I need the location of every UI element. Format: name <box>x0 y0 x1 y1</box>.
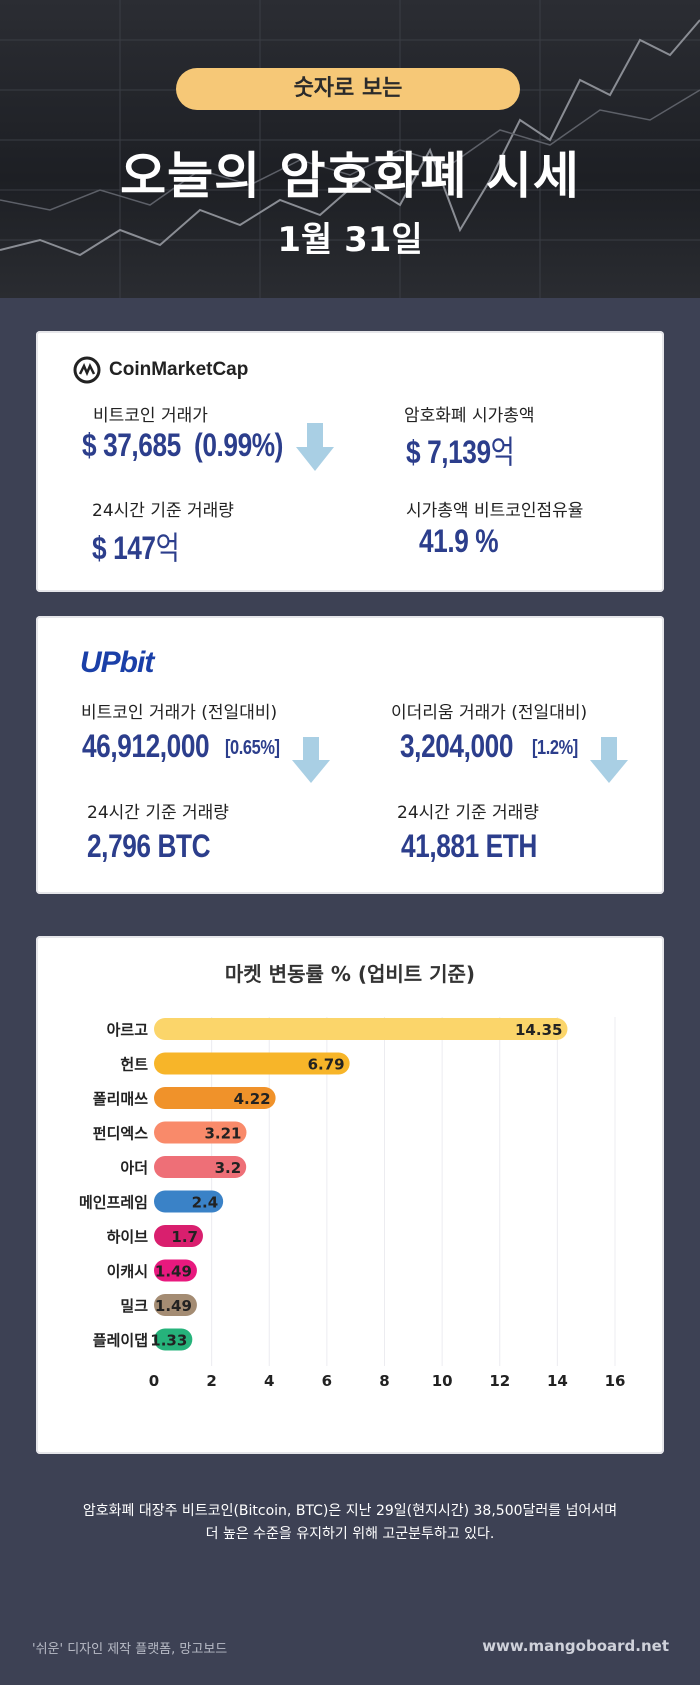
category-label: 메인프레임 <box>79 1194 148 1212</box>
hero-date: 1월 31일 <box>277 220 423 260</box>
upbit-logo: UPbit <box>80 646 154 679</box>
coinmarketcap-logo: CoinMarketCap <box>72 355 248 385</box>
down-arrow-icon <box>292 737 330 783</box>
upbit-eth-volume-value: 41,881 ETH <box>401 828 537 864</box>
market-change-bar-chart: 아르고 14.35 헌트 6.79 폴리매쓰 4.22 펀디엑스 3.21 아더 3.2 메인프레임… <box>79 1017 626 1390</box>
x-tick-label: 2 <box>206 1372 216 1390</box>
chart-title: 마켓 변동률 % (업비트 기준) <box>224 962 476 986</box>
x-tick-label: 6 <box>322 1372 332 1390</box>
x-tick-label: 14 <box>547 1372 568 1390</box>
footer-site-link[interactable]: www.mangoboard.net <box>482 1637 669 1655</box>
coinmarketcap-logo-text: CoinMarketCap <box>109 359 249 380</box>
value-label: 1.49 <box>155 1297 192 1315</box>
upbit-btc-volume-label: 24시간 기준 거래량 <box>87 803 229 823</box>
x-tick-label: 4 <box>264 1372 274 1390</box>
upbit-card: UPbit 비트코인 거래가 (전일대비) 46,912,000 [0.65%]… <box>36 616 664 894</box>
x-tick-label: 0 <box>149 1372 159 1390</box>
category-label: 밀크 <box>120 1297 148 1315</box>
x-tick-label: 10 <box>432 1372 453 1390</box>
btc-dominance-value: 41.9 % <box>419 523 499 559</box>
hero-title: 오늘의 암호화폐 시세 <box>120 147 580 205</box>
value-label: 14.35 <box>515 1021 562 1039</box>
category-label: 이캐시 <box>107 1263 148 1281</box>
btc-price-change: (0.99%) <box>194 427 284 463</box>
value-label: 1.33 <box>150 1332 187 1350</box>
bar <box>154 1087 276 1109</box>
bar <box>154 1225 203 1247</box>
category-label: 하이브 <box>107 1228 149 1246</box>
category-label: 아르고 <box>107 1021 149 1039</box>
market-change-chart-card: 마켓 변동률 % (업비트 기준) 아르고 14.35 헌트 6.79 폴리매쓰 4.22… <box>36 936 664 1454</box>
market-cap-value: $ 7,139억 <box>406 434 515 470</box>
upbit-eth-price-value: 3,204,000 <box>400 728 514 764</box>
value-label: 3.2 <box>215 1159 242 1177</box>
footer-line-2: 더 높은 수준을 유지하기 위해 고군분투하고 있다. <box>205 1526 495 1542</box>
btc-dominance-label: 시가총액 비트코인점유율 <box>406 501 584 521</box>
category-label: 플레이댑 <box>93 1332 148 1350</box>
upbit-btc-price-change: [0.65%] <box>225 737 280 759</box>
bar <box>154 1190 224 1213</box>
category-label: 폴리매쓰 <box>93 1090 148 1108</box>
bar <box>154 1328 193 1351</box>
bar <box>154 1156 247 1178</box>
upbit-btc-price-value: 46,912,000 <box>82 728 210 764</box>
value-label: 1.7 <box>171 1228 198 1246</box>
down-arrow-icon <box>590 737 628 783</box>
value-label: 3.21 <box>204 1125 241 1143</box>
value-label: 1.49 <box>155 1263 192 1281</box>
upbit-btc-volume-value: 2,796 BTC <box>87 828 211 864</box>
value-label: 2.4 <box>192 1194 219 1212</box>
category-label: 아더 <box>120 1159 148 1177</box>
coinmarketcap-card: CoinMarketCap 비트코인 거래가 $ 37,685 (0.99%) … <box>36 331 664 592</box>
category-label: 펀디엑스 <box>93 1125 148 1143</box>
footer-credit: '쉬운' 디자인 제작 플랫폼, 망고보드 <box>32 1642 228 1657</box>
upbit-eth-volume-label: 24시간 기준 거래량 <box>397 803 539 823</box>
x-tick-label: 12 <box>489 1372 510 1390</box>
bar <box>154 1259 197 1282</box>
btc-price-value: $ 37,685 <box>82 427 181 463</box>
volume-label: 24시간 기준 거래량 <box>92 501 234 521</box>
footer-summary: 암호화폐 대장주 비트코인(Bitcoin, BTC)은 지난 29일(현지시간… <box>0 1500 700 1546</box>
footer-line-1: 암호화폐 대장주 비트코인(Bitcoin, BTC)은 지난 29일(현지시간… <box>82 1503 618 1519</box>
btc-price-label: 비트코인 거래가 <box>93 406 208 426</box>
x-tick-label: 16 <box>605 1372 626 1390</box>
value-label: 4.22 <box>234 1090 271 1108</box>
hero-banner: 숫자로 보는 오늘의 암호화폐 시세 1월 31일 <box>0 0 700 298</box>
x-tick-label: 8 <box>379 1372 389 1390</box>
market-cap-label: 암호화폐 시가총액 <box>404 406 535 426</box>
bar <box>154 1052 350 1075</box>
stock-chart-background <box>0 0 700 298</box>
upbit-eth-price-change: [1.2%] <box>532 737 578 759</box>
volume-value: $ 147억 <box>92 530 180 566</box>
bar <box>154 1294 197 1316</box>
hero-pill: 숫자로 보는 <box>176 68 520 110</box>
bar <box>154 1018 568 1040</box>
upbit-eth-price-label: 이더리움 거래가 (전일대비) <box>391 703 588 723</box>
category-label: 헌트 <box>120 1056 148 1074</box>
bar <box>154 1121 247 1144</box>
coinmarketcap-icon <box>73 356 101 384</box>
upbit-btc-price-label: 비트코인 거래가 (전일대비) <box>81 703 278 723</box>
down-arrow-icon <box>296 423 334 471</box>
value-label: 6.79 <box>308 1056 345 1074</box>
